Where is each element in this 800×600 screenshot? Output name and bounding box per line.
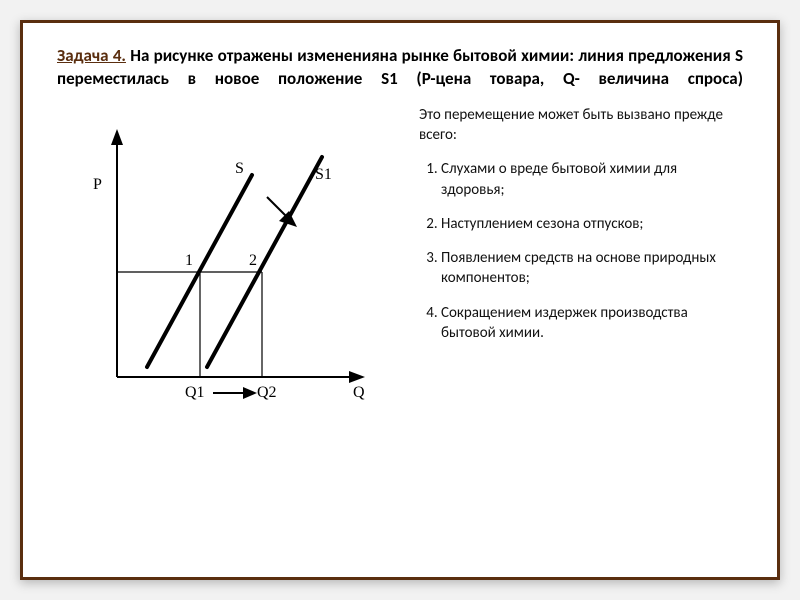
tick-label-q2: Q2 [257,384,277,401]
curve-label-s: S [235,160,244,177]
tick-label-q1: Q1 [185,384,205,401]
list-item: Наступлением сезона отпусков; [441,214,743,234]
title-lead: Задача 4. [57,45,126,66]
title-rest: На рисунке отражены измененияна рынке бы… [57,45,743,89]
answers-column: Это перемещение может быть вызвано прежд… [419,105,743,557]
options-list: Слухами о вреде бытовой химии для здоров… [419,159,743,343]
curve-label-s1: S1 [315,166,332,183]
slide: Задача 4. На рисунке отражены изменениян… [20,20,780,580]
problem-title: Задача 4. На рисунке отражены изменениян… [57,45,743,91]
point-label-2: 2 [249,252,257,269]
chart-column: P Q S S1 1 2 Q1 Q2 [57,105,397,557]
axis-label-q: Q [353,384,365,401]
intro-text: Это перемещение может быть вызвано прежд… [419,105,743,146]
content-row: P Q S S1 1 2 Q1 Q2 Это перемещение может… [57,105,743,557]
list-item: Появлением средств на основе природных к… [441,248,743,289]
list-item: Слухами о вреде бытовой химии для здоров… [441,159,743,200]
axis-label-p: P [93,176,102,193]
point-label-1: 1 [185,252,193,269]
supply-shift-chart: P Q S S1 1 2 Q1 Q2 [57,117,377,417]
list-item: Сокращением издержек производства бытово… [441,303,743,344]
